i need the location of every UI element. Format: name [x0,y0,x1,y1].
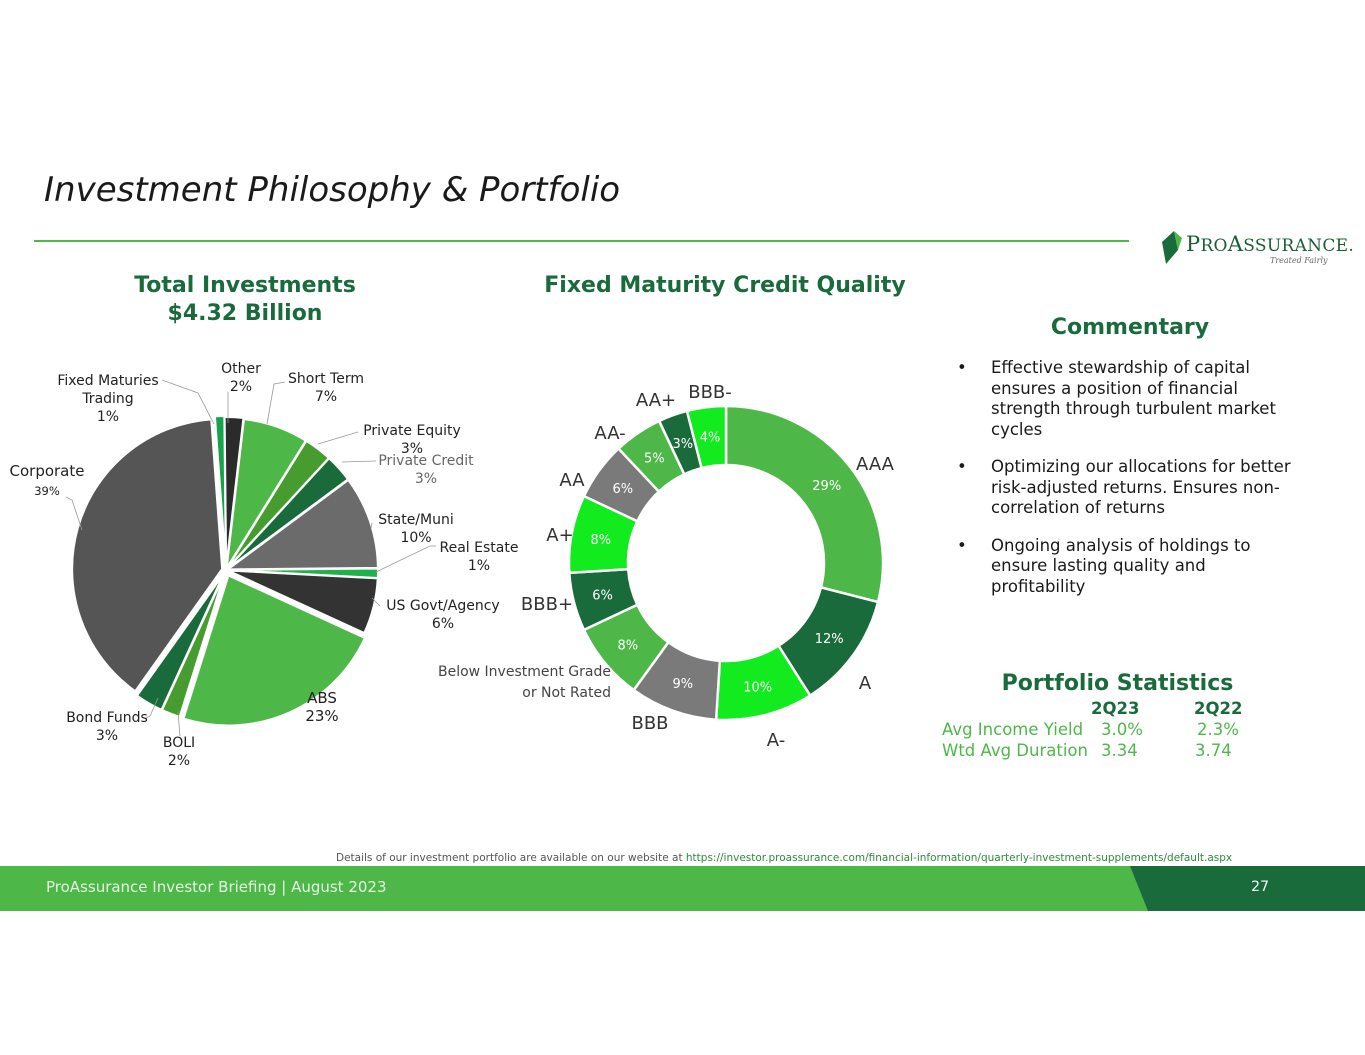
pie-label-state-muni: State/Muni [378,512,454,528]
pie-slice-corporate [71,418,224,693]
pie-value-other: 2% [230,379,252,395]
stats-col-2q22: 2Q22 [1194,699,1243,718]
pie-leader-boli [177,711,181,737]
slide-title: Investment Philosophy & Portfolio [44,170,621,210]
stats-row-value: 3.0% [1101,720,1143,739]
donut-label-aa: AA+ [636,390,676,411]
pie-value-private-credit: 3% [415,471,437,487]
pie-title-line1: Total Investments [134,273,356,298]
donut-label-aa: AA [559,470,585,491]
donut-value-a: 8% [590,533,611,548]
stats-row-value: 3.74 [1195,741,1232,760]
footnote-text: Details of our investment portfolio are … [336,852,686,864]
pie-leader-fixed-maturies-trading [161,379,215,425]
pie-leader-short-term [266,381,286,425]
pie-slice-abs [182,574,367,727]
pie-label-private-credit: Private Credit [378,453,474,469]
pie-leader-private-equity [317,431,359,445]
donut-value-a: 10% [743,680,772,695]
pie-value-short-term: 7% [315,389,337,405]
donut-value-bbb: 6% [592,589,613,604]
stats-row-value: 2.3% [1197,720,1239,739]
donut-label-a: A+ [546,525,573,546]
pie-leader-private-credit [341,460,377,463]
footer-bar: ProAssurance Investor Briefing | August … [0,866,1365,911]
pie-slice-state-muni [224,478,379,571]
portfolio-statistics-title: Portfolio Statistics [1001,671,1234,696]
logo-tagline: Treated Fairly [1270,256,1328,265]
pie-label-real-estate: Real Estate [440,540,519,556]
pie-value-us-govt-agency: 6% [432,616,454,632]
donut-label-bbb: BBB [631,713,668,734]
donut-chart-title: Fixed Maturity Credit Quality [544,273,906,298]
pie-value-abs: 23% [305,707,338,725]
pie-value-state-muni: 10% [400,530,431,546]
donut-value-aa: 6% [613,482,634,497]
pie-slice-fixed-maturies-trading [213,415,227,567]
pie-chart-title: Total Investments $4.32 Billion [95,272,395,328]
pie-label-bond-funds: Bond Funds [66,710,148,726]
logo-mark-icon [1162,231,1182,264]
pie-leader-bond-funds [145,697,159,719]
donut-slice-aaa [724,404,885,604]
pie-value-corporate: 39% [34,484,60,498]
commentary-bullet: Ongoing analysis of holdings to ensure l… [957,536,1302,598]
pie-slice-bond-funds [135,572,225,712]
pie-label-corporate: Corporate [10,462,85,480]
stats-row-label: Avg Income Yield [942,720,1084,739]
pie-label-boli: BOLI [163,735,195,751]
stats-row-value: 3.34 [1101,741,1138,760]
pie-label-private-equity: Private Equity [363,423,461,439]
donut-value-bbb: 9% [672,677,693,692]
footnote-link[interactable]: https://investor.proassurance.com/financ… [685,852,1233,864]
credit-quality-donut: 29% AAA 12% A 10% A- 9% BBB 8% Below Investment G… [438,382,895,751]
donut-label-bbb: BBB+ [521,594,573,615]
pie-value-bond-funds: 3% [96,728,118,744]
pie-value-real-estate: 1% [468,558,490,574]
commentary-bullet: Optimizing our allocations for better ri… [957,457,1302,519]
footnote: Details of our investment portfolio are … [336,852,1232,864]
donut-label-bbb: BBB- [688,382,732,403]
pie-leader-real-estate [375,545,436,573]
commentary-list: Effective stewardship of capital ensures… [957,358,1302,614]
pie-slice-us-govt-agency [227,569,379,635]
commentary-bullet: Effective stewardship of capital ensures… [957,358,1302,440]
donut-value-aaa: 29% [812,479,841,494]
pie-leader-state-muni [370,522,373,529]
pie-value-private-equity: 3% [401,441,423,457]
pie-label-short-term: Short Term [288,371,364,387]
donut-value-a: 12% [815,632,844,647]
company-logo: PROASSURANCE. Treated Fairly [1158,228,1354,270]
donut-label-aaa: AAA [856,454,895,475]
pie-label-other: Other [221,361,261,377]
stats-col-2q23: 2Q23 [1091,699,1140,718]
pie-label-abs: ABS [307,689,337,707]
pie-value-boli: 2% [168,753,190,769]
stats-row-label: Wtd Avg Duration [942,741,1088,760]
donut-slice-bbb [685,404,728,470]
donut-value-below-investment-grade-or-not-rated: 8% [617,638,638,653]
page-number: 27 [1251,879,1269,895]
pie-title-line2: $4.32 Billion [167,301,323,326]
title-divider [34,240,1129,242]
donut-label-a: A [859,673,872,694]
pie-label-fixed-maturies-trading: Fixed Maturies Trading 1% [57,373,158,425]
donut-label-a: A- [767,730,785,751]
donut-value-bbb: 4% [700,431,721,446]
footer-accent [1130,866,1365,911]
logo-wordmark: PROASSURANCE. [1186,232,1355,256]
footer-text: ProAssurance Investor Briefing | August … [46,878,387,896]
pie-leader-corporate [65,496,83,531]
donut-value-aa: 3% [672,437,693,452]
pie-leader-us-govt-agency [371,597,381,607]
donut-value-aa: 5% [644,452,665,467]
commentary-title: Commentary [1050,315,1210,340]
pie-label-us-govt-agency: US Govt/Agency [386,598,499,614]
donut-label-aa: AA- [594,423,625,444]
donut-label-below-investment-grade: Below Investment Grade or Not Rated [438,664,611,701]
